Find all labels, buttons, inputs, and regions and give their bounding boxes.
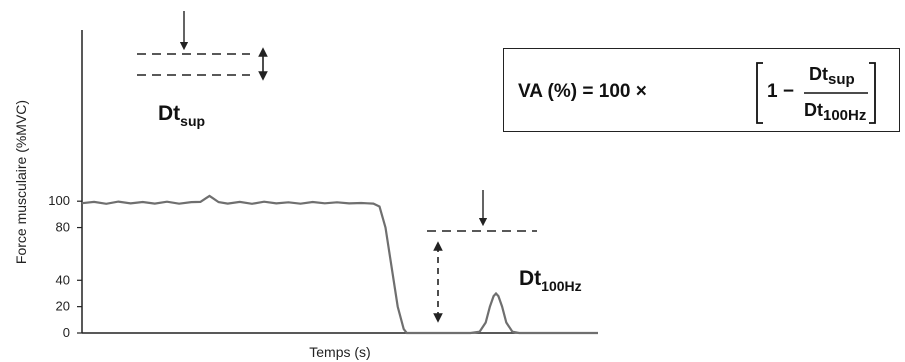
dt-sup-label: Dtsup	[158, 102, 205, 129]
left-bracket	[756, 62, 763, 124]
right-bracket	[869, 62, 876, 124]
y-tick-label: 100	[48, 193, 70, 208]
y-tick-label: 20	[56, 299, 70, 314]
y-ticks: 0 20 40 80 100	[48, 193, 82, 340]
formula: VA (%) = 100 × 1 − Dtsup Dt100Hz	[518, 62, 876, 124]
dt-100hz-label: Dt100Hz	[519, 267, 582, 294]
y-tick-label: 40	[56, 272, 70, 287]
formula-lhs: VA (%) = 100 ×	[518, 81, 647, 102]
formula-denominator: Dt100Hz	[804, 100, 866, 124]
formula-box: VA (%) = 100 × 1 − Dtsup Dt100Hz	[503, 48, 900, 132]
force-series-line	[81, 194, 598, 335]
formula-one-minus: 1 −	[767, 81, 794, 102]
y-tick-label: 0	[63, 325, 70, 340]
formula-numerator: Dtsup	[809, 64, 855, 88]
100hz-annotation: Dt100Hz	[427, 190, 582, 323]
y-tick-label: 80	[56, 220, 70, 235]
y-axis-label: Force musculaire (%MVC)	[13, 100, 29, 264]
sup-annotation: Dtsup	[137, 11, 268, 129]
x-axis-label: Temps (s)	[309, 344, 370, 360]
